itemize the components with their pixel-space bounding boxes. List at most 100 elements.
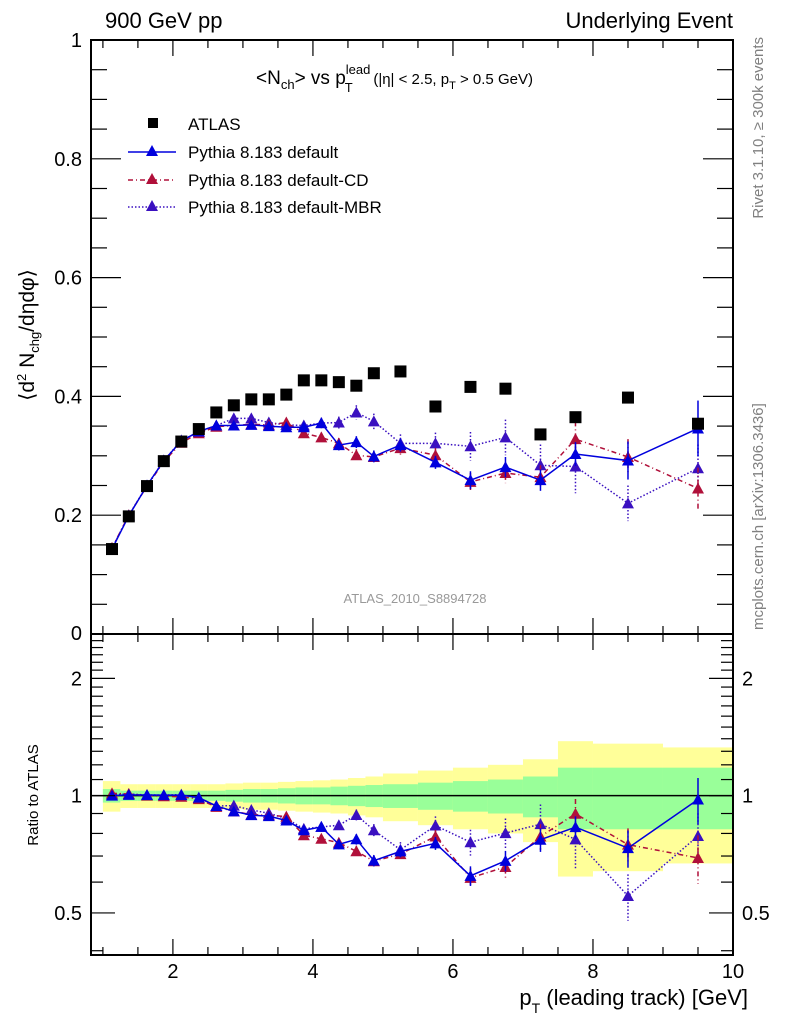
ratio-point-pythia-8-183-default-mbr: [499, 827, 512, 839]
y-tick-label: 0.6: [54, 268, 82, 290]
data-point-atlas: [464, 380, 477, 393]
ratio-point-pythia-8-183-default: [175, 789, 188, 801]
ratio-tick-label-right: 1: [742, 786, 753, 808]
ratio-band-inner: [592, 767, 663, 830]
data-point-pythia-8-183-default-mbr: [367, 415, 380, 427]
ylabel-mid: N: [16, 353, 39, 374]
title-sub-T: T: [345, 80, 353, 95]
ratio-point-pythia-8-183-default: [245, 809, 258, 821]
ratio-point-pythia-8-183-default: [569, 821, 582, 833]
title-cuts-end: > 0.5 GeV): [456, 71, 533, 88]
ratio-point-pythia-8-183-default: [394, 845, 407, 857]
data-point-pythia-8-183-default-cd: [569, 433, 582, 445]
ratio-point-pythia-8-183-default-mbr: [534, 818, 547, 830]
ylabel-pre: ⟨d: [16, 381, 39, 401]
data-point-pythia-8-183-default-mbr: [569, 460, 582, 472]
ratio-point-pythia-8-183-default: [332, 838, 345, 850]
data-point-atlas: [122, 510, 135, 523]
data-point-atlas: [569, 411, 582, 424]
legend-label-default-mbr: Pythia 8.183 default-MBR: [188, 198, 382, 217]
data-point-pythia-8-183-default-mbr: [350, 406, 363, 418]
data-point-pythia-8-183-default-mbr: [245, 412, 258, 424]
x-tick-label: 2: [167, 961, 178, 983]
main-plot: [106, 365, 704, 556]
data-point-atlas: [280, 388, 293, 401]
ratio-point-pythia-8-183-default-mbr: [569, 833, 582, 845]
data-point-pythia-8-183-default: [350, 436, 363, 448]
data-point-atlas: [534, 428, 547, 441]
data-point-pythia-8-183-default-mbr: [227, 412, 240, 424]
y-tick-label: 0.4: [54, 386, 82, 408]
ratio-tick-label: 2: [71, 668, 82, 690]
ratio-point-pythia-8-183-default-mbr: [227, 799, 240, 811]
ratio-point-pythia-8-183-default: [210, 799, 223, 811]
data-point-pythia-8-183-default: [394, 439, 407, 451]
legend: ATLAS Pythia 8.183 default Pythia 8.183 …: [128, 115, 382, 217]
ratio-point-pythia-8-183-default: [534, 833, 547, 845]
data-point-pythia-8-183-default-cd: [691, 482, 704, 494]
title-sub-ch: ch: [281, 77, 295, 92]
title-cuts: (|η| < 2.5, p: [373, 71, 449, 88]
ratio-point-pythia-8-183-default-cd: [350, 845, 363, 857]
x-tick-label: 8: [587, 961, 598, 983]
ratio-point-pythia-8-183-default-mbr: [621, 889, 634, 901]
title-sup-lead: lead: [346, 62, 371, 77]
data-point-atlas: [106, 543, 119, 556]
y-tick-label: 1: [71, 30, 82, 52]
xlabel-pre: p: [519, 985, 531, 1010]
ylabel-post: /dηdφ⟩: [16, 269, 39, 332]
data-point-pythia-8-183-default-mbr: [534, 459, 547, 471]
data-point-pythia-8-183-default: [297, 421, 310, 433]
ratio-frame: [90, 633, 734, 956]
y-tick-label-zero: 0: [71, 623, 82, 645]
title-main: <N: [256, 68, 281, 89]
data-point-pythia-8-183-default: [429, 456, 442, 468]
ratio-point-pythia-8-183-default: [192, 791, 205, 803]
data-point-atlas: [297, 374, 310, 387]
y-tick-label: 0.8: [54, 149, 82, 171]
data-point-pythia-8-183-default-cd: [315, 431, 328, 443]
data-point-pythia-8-183-default: [621, 454, 634, 466]
ratio-point-pythia-8-183-default-cd: [429, 830, 442, 842]
legend-label-atlas: ATLAS: [188, 115, 241, 134]
ratio-point-pythia-8-183-default: [262, 810, 275, 822]
data-point-pythia-8-183-default-cd: [429, 449, 442, 461]
legend-item-default-cd: Pythia 8.183 default-CD: [128, 171, 369, 190]
side-label-mcplots: mcplots.cern.ch [arXiv:1306.3436]: [750, 403, 767, 630]
legend-label-default-cd: Pythia 8.183 default-CD: [188, 171, 369, 190]
data-point-atlas: [175, 435, 188, 448]
ylabel-sub: chg: [27, 332, 42, 353]
x-axis-label: pT (leading track) [GeV]: [519, 985, 748, 1016]
data-point-pythia-8-183-default: [499, 461, 512, 473]
xlabel-post: (leading track) [GeV]: [540, 985, 748, 1010]
ratio-band-inner: [522, 776, 558, 818]
data-point-pythia-8-183-default-cd: [297, 427, 310, 439]
legend-marker-default-mbr: [146, 200, 158, 211]
x-tick-label: 6: [447, 961, 458, 983]
ratio-point-pythia-8-183-default: [429, 837, 442, 849]
legend-marker-default-cd: [146, 173, 158, 184]
data-point-atlas: [350, 379, 363, 392]
ratio-point-pythia-8-183-default: [141, 788, 154, 800]
ratio-band-inner: [487, 779, 523, 814]
ratio-point-pythia-8-183-default-mbr: [464, 836, 477, 848]
series-line-pythia-8-183-default-mbr: [111, 411, 699, 549]
ratio-point-pythia-8-183-default-mbr: [367, 824, 380, 836]
ratio-point-pythia-8-183-default-mbr: [429, 819, 442, 831]
data-point-pythia-8-183-default: [534, 474, 547, 486]
data-point-pythia-8-183-default: [227, 419, 240, 431]
data-point-pythia-8-183-default-mbr: [332, 416, 345, 428]
xlabel-sub: T: [532, 1000, 541, 1016]
data-point-atlas: [141, 480, 154, 493]
data-point-atlas: [210, 406, 223, 419]
ratio-point-pythia-8-183-default: [464, 869, 477, 881]
x-tick-label: 10: [722, 961, 744, 983]
data-point-pythia-8-183-default: [367, 450, 380, 462]
ratio-tick-label: 1: [71, 786, 82, 808]
legend-marker-atlas: [148, 118, 158, 128]
data-point-atlas: [245, 393, 258, 406]
data-point-atlas: [332, 376, 345, 389]
data-point-pythia-8-183-default: [464, 474, 477, 486]
